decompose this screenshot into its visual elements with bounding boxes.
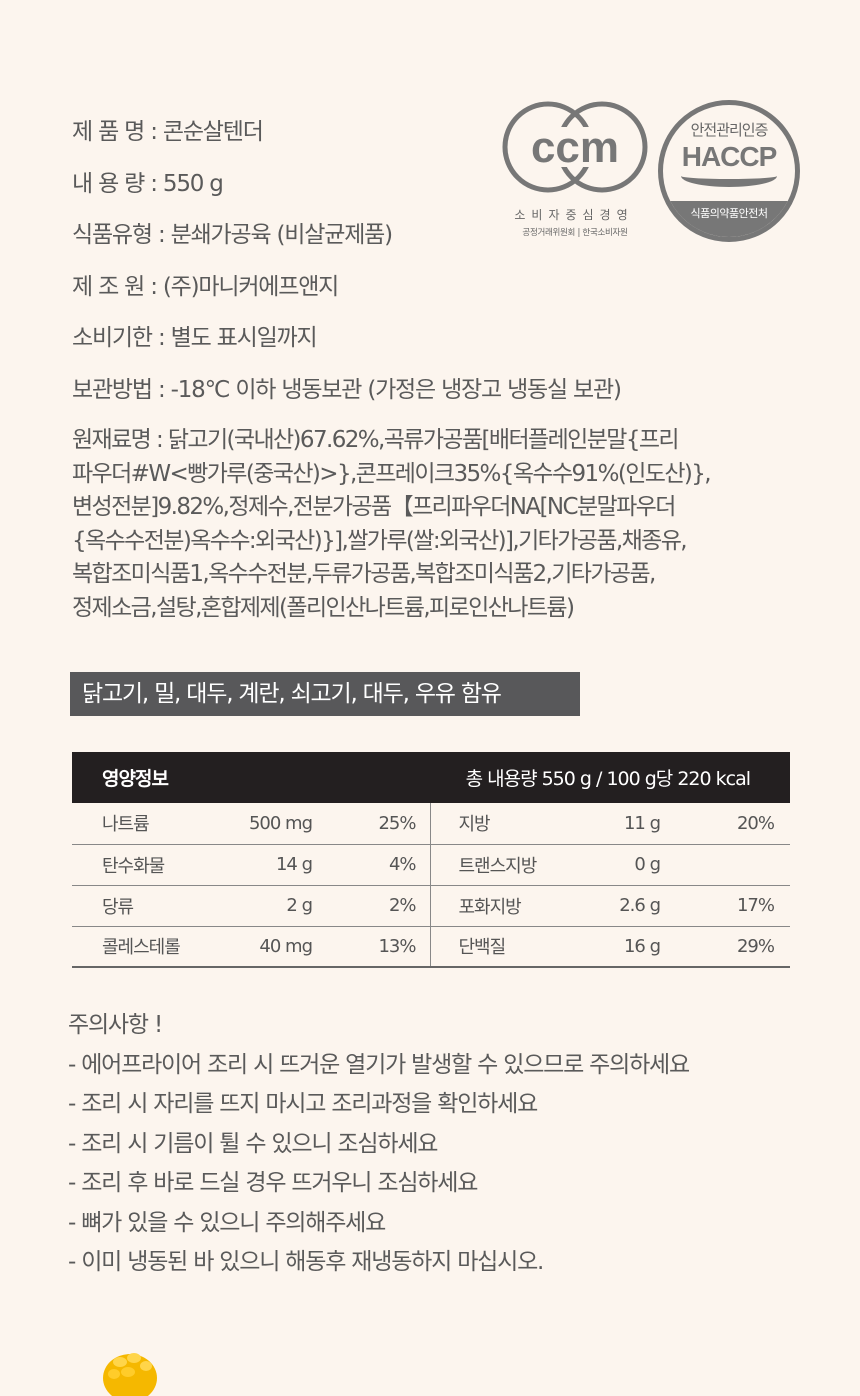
info-value: (주)마니커에프앤지 [162, 273, 339, 300]
nutrient-name: 탄수화물 [72, 844, 192, 886]
nutrient-name: 나트륨 [72, 803, 192, 845]
info-value: 550 g [162, 170, 224, 197]
nutrient-name: 포화지방 [430, 885, 570, 927]
info-label: 소비기한 [72, 325, 153, 351]
ingredients-text: 닭고기(국내산)67.62%,곡류가공품[배터플레인분말{프리 [167, 427, 680, 453]
info-label: 제 품 명 [72, 119, 145, 145]
nutrient-percent: 13% [312, 926, 431, 968]
info-row: 제 조 원 : (주)마니커에프앤지 [72, 273, 339, 300]
certification-logos: ccm 소비자중심경영 공정거래위원회 | 한국소비자원 안전관리인증 HACC… [500, 92, 810, 252]
warning-item: - 조리 후 바로 드실 경우 뜨거우니 조심하세요 [68, 1170, 478, 1196]
nutrition-header: 영양정보 총 내용량 550 g / 100 g당 220 kcal [72, 752, 790, 803]
nutrient-amount: 2 g [192, 885, 313, 927]
nutrition-summary: 총 내용량 550 g / 100 g당 220 kcal [430, 752, 790, 803]
product-info: 제 품 명 : 콘순살텐더 내 용 량 : 550 g 식품유형 : 분쇄가공육… [72, 112, 622, 421]
nutrient-percent: 29% [660, 926, 790, 968]
warning-item: - 뼈가 있을 수 있으니 주의해주세요 [68, 1209, 386, 1236]
ingredients: 원재료명 : 닭고기(국내산)67.62%,곡류가공품[배터플레인분말{프리 파… [72, 424, 712, 626]
nutrition-title: 영양정보 [72, 752, 430, 803]
nutrient-amount: 14 g [192, 844, 313, 886]
nutrient-percent [660, 844, 790, 886]
warnings: 주의사항 ! - 에어프라이어 조리 시 뜨거운 열기가 발생할 수 있으므로 … [68, 1006, 690, 1283]
ccm-logo-icon: ccm [502, 101, 648, 193]
haccp-logo: 안전관리인증 HACCP 식품의약품안전처 [658, 100, 800, 242]
ingredients-line: 변성전분]9.82%,정제수,전분가공품【프리파우더NA[NC분말파우더 [72, 494, 676, 521]
warning-item: - 이미 냉동된 바 있으니 해동후 재냉동하지 마십시오. [68, 1249, 544, 1275]
nutrient-amount: 40 mg [192, 926, 313, 968]
warning-item: - 조리 시 자리를 뜨지 마시고 조리과정을 확인하세요 [68, 1091, 538, 1117]
info-row: 식품유형 : 분쇄가공육 (비살균제품) [72, 222, 393, 248]
allergen-banner: 닭고기, 밀, 대두, 계란, 쇠고기, 대두, 우유 함유 [70, 672, 580, 716]
ingredients-label: 원재료명 [72, 427, 152, 453]
corn-icon [103, 1353, 157, 1396]
ccm-mark: ccm [531, 123, 619, 172]
nutrient-amount: 11 g [570, 803, 661, 845]
nutrient-amount: 500 mg [192, 803, 313, 845]
info-row: 제 품 명 : 콘순살텐더 [72, 119, 264, 145]
nutrient-percent: 25% [312, 803, 431, 845]
info-row: 소비기한 : 별도 표시일까지 [72, 325, 318, 351]
info-label: 제 조 원 [72, 273, 145, 300]
info-value: -18℃ 이하 냉동보관 (가정은 냉장고 냉동실 보관) [170, 376, 622, 403]
nutrient-percent: 4% [312, 844, 431, 886]
warning-item: - 에어프라이어 조리 시 뜨거운 열기가 발생할 수 있으므로 주의하세요 [68, 1051, 690, 1078]
nutrient-amount: 2.6 g [570, 885, 661, 927]
haccp-arc-icon [681, 165, 777, 187]
info-row: 내 용 량 : 550 g [72, 170, 224, 197]
info-row: 보관방법 : -18℃ 이하 냉동보관 (가정은 냉장고 냉동실 보관) [72, 376, 622, 403]
info-value: 콘순살텐더 [162, 119, 264, 145]
info-label: 내 용 량 [72, 170, 145, 197]
nutrient-percent: 17% [660, 885, 790, 927]
ingredients-line: 파우더#W<빵가루(중국산)>},콘프레이크35%{옥수수91%(인도산)}, [72, 460, 712, 487]
ccm-title: 소비자중심경영 [514, 208, 634, 222]
ingredients-line: 복합조미식품1,옥수수전분,두류가공품,복합조미식품2,기타가공품, [72, 561, 656, 588]
haccp-top: 안전관리인증 [690, 121, 769, 139]
ingredients-line: 정제소금,설탕,혼합제제(폴리인산나트륨,피로인산나트륨) [72, 594, 575, 621]
nutrient-name: 지방 [430, 803, 570, 845]
info-label: 보관방법 [72, 376, 153, 403]
ingredients-line: {옥수수전분)옥수수:외국산)}],쌀가루(쌀:외국산)],기타가공품,채종유, [72, 527, 688, 554]
info-value: 분쇄가공육 (비살균제품) [170, 222, 393, 248]
info-value: 별도 표시일까지 [170, 325, 318, 351]
nutrition-table: 영양정보 총 내용량 550 g / 100 g당 220 kcal 나트륨 50… [72, 752, 790, 968]
nutrition-row: 나트륨 500 mg 25% 지방 11 g 20% [72, 803, 790, 845]
info-label: 식품유형 [72, 222, 153, 248]
ingredients-line: 원재료명 : 닭고기(국내산)67.62%,곡류가공품[배터플레인분말{프리 [72, 427, 680, 453]
nutrition-row: 당류 2 g 2% 포화지방 2.6 g 17% [72, 885, 790, 927]
nutrient-percent: 20% [660, 803, 790, 845]
nutrient-name: 콜레스테롤 [72, 926, 192, 968]
warnings-title: 주의사항 ! [68, 1012, 163, 1038]
nutrient-name: 당류 [72, 885, 192, 927]
nutrient-name: 트랜스지방 [430, 844, 570, 886]
warning-item: - 조리 시 기름이 튈 수 있으니 조심하세요 [68, 1130, 438, 1157]
haccp-bottom: 식품의약품안전처 [663, 201, 795, 237]
nutrient-amount: 0 g [570, 844, 661, 886]
nutrition-row: 콜레스테롤 40 mg 13% 단백질 16 g 29% [72, 926, 790, 968]
nutrient-percent: 2% [312, 885, 431, 927]
nutrient-amount: 16 g [570, 926, 661, 968]
nutrition-row: 탄수화물 14 g 4% 트랜스지방 0 g [72, 844, 790, 886]
nutrient-name: 단백질 [430, 926, 570, 968]
ccm-org: 공정거래위원회 | 한국소비자원 [522, 228, 628, 238]
